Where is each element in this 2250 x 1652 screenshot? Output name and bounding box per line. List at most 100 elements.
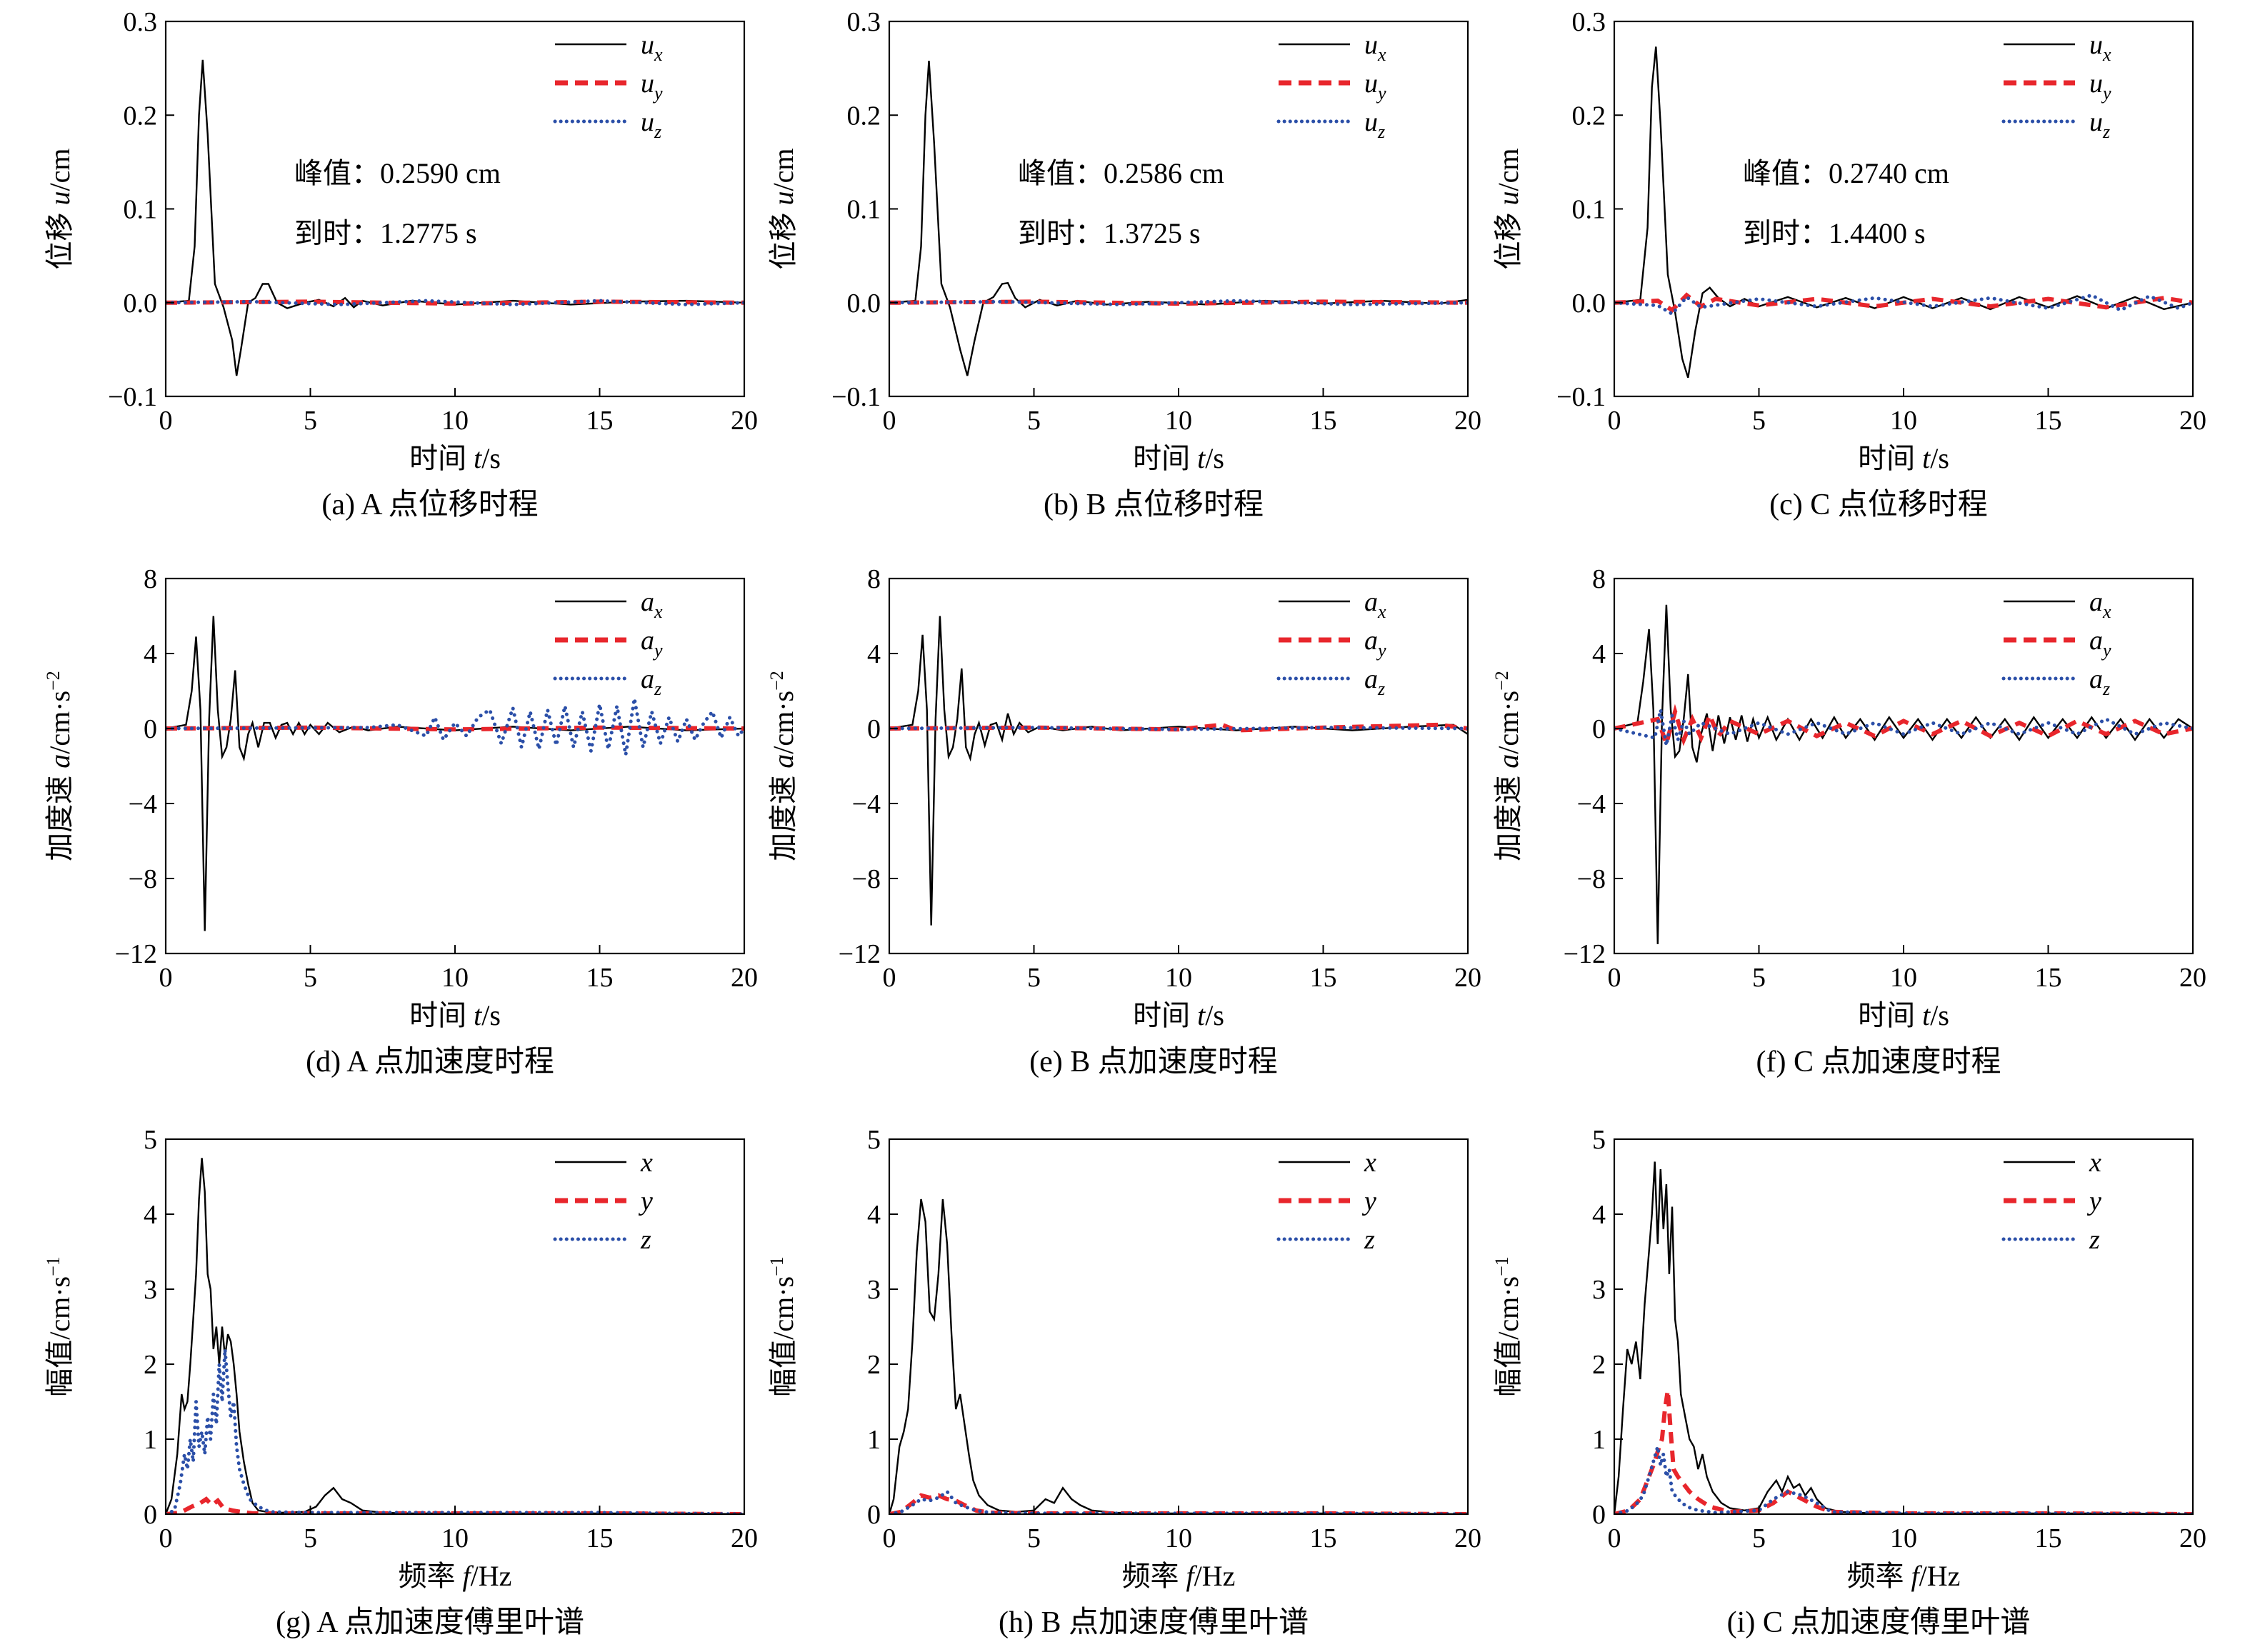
x-tick-label: 20: [2179, 1523, 2206, 1553]
chart-b: 0 5 10 15 20 −0.1 0.0 0.1 0.2 0.3 时间 t/s 位移 u/cm (b)…: [767, 7, 1481, 521]
y-tick-label: 0.0: [1572, 289, 1606, 319]
y-tick-label: 0: [144, 714, 157, 744]
x-axis-label: 频率 f/Hz: [399, 1560, 512, 1592]
y-tick-label: −0.1: [831, 382, 881, 412]
plot-frame: [164, 1138, 746, 1516]
chart-caption: (g) A 点加速度傅里叶谱: [276, 1606, 584, 1639]
legend-label-uy: uy: [641, 69, 663, 104]
y-tick-label: 2: [144, 1350, 157, 1380]
y-axis-label: 位移 u/cm: [1492, 149, 1524, 270]
series-line-ay: [166, 725, 744, 732]
legend-label-az: az: [2089, 664, 2110, 699]
legend-label-ay: ay: [2089, 626, 2111, 661]
x-tick-label: 5: [304, 1523, 317, 1553]
x-tick-label: 15: [1310, 963, 1337, 993]
legend-label-x: x: [640, 1148, 653, 1178]
arrival-annotation: 到时：1.3725 s: [1018, 217, 1201, 249]
y-tick-label: −8: [1577, 864, 1606, 894]
y-tick-label: 0.2: [847, 101, 881, 131]
legend-label-ux: ux: [641, 30, 663, 65]
legend-label-ax: ax: [641, 587, 663, 622]
x-tick-label: 15: [1310, 1523, 1337, 1553]
chart-caption: (e) B 点加速度时程: [1029, 1046, 1278, 1078]
series-line-uy: [889, 299, 1468, 306]
y-tick-label: 5: [867, 1125, 881, 1155]
y-axis-label: 幅值/cm·s−1: [1491, 1256, 1524, 1397]
x-tick-label: 5: [304, 406, 317, 436]
x-tick-label: 10: [441, 1523, 469, 1553]
x-tick-label: 0: [159, 1523, 173, 1553]
y-tick-label: 4: [1592, 639, 1606, 669]
series-line-uy: [166, 299, 744, 306]
series-line-z: [889, 1489, 1468, 1514]
legend-label-y: y: [1361, 1186, 1376, 1216]
chart-c: 0 5 10 15 20 −0.1 0.0 0.1 0.2 0.3 时间 t/s 位移 u/cm (c)…: [1492, 7, 2206, 521]
y-tick-label: 0.0: [124, 289, 158, 319]
x-tick-label: 20: [1454, 1523, 1481, 1553]
y-tick-label: 0: [1592, 1500, 1606, 1530]
x-tick-label: 5: [1752, 406, 1766, 436]
y-tick-label: 4: [867, 639, 881, 669]
chart-caption: (a) A 点位移时程: [321, 488, 538, 521]
series-line-ax: [166, 616, 744, 931]
series-line-uz: [889, 299, 1468, 306]
chart-i: 0 5 10 15 20 0 1 2 3 4 5 频率 f/Hz 幅值/cm·s−1 (i) C 点加速度…: [1491, 1125, 2206, 1639]
y-tick-label: −12: [839, 939, 881, 969]
arrival-annotation: 到时：1.2775 s: [294, 217, 477, 249]
chart-caption: (d) A 点加速度时程: [306, 1046, 554, 1078]
y-tick-label: 0.3: [1572, 7, 1606, 37]
y-tick-label: −12: [1564, 939, 1606, 969]
y-tick-label: 4: [144, 1200, 157, 1230]
y-tick-label: 0.3: [124, 7, 158, 37]
chart-caption: (f) C 点加速度时程: [1756, 1046, 2001, 1078]
series-line-az: [166, 698, 744, 756]
x-tick-label: 20: [1454, 406, 1481, 436]
legend-label-ay: ay: [1364, 626, 1386, 661]
legend-label-ux: ux: [2089, 30, 2111, 65]
y-tick-label: 0: [144, 1500, 157, 1530]
y-tick-label: 2: [867, 1350, 881, 1380]
series-line-y: [166, 1496, 744, 1514]
legend-label-y: y: [638, 1186, 653, 1216]
legend-label-uy: uy: [1364, 69, 1386, 104]
peak-annotation: 峰值：0.2586 cm: [1018, 157, 1224, 189]
y-tick-label: 3: [144, 1275, 157, 1305]
x-tick-label: 15: [1310, 406, 1337, 436]
y-axis-label: 位移 u/cm: [767, 149, 799, 270]
series-line-y: [1614, 1390, 2193, 1514]
plot-frame: [888, 1138, 1469, 1516]
x-tick-label: 10: [1165, 406, 1192, 436]
legend-label-z: z: [1364, 1225, 1375, 1255]
chart-d: 0 5 10 15 20 −12 −8 −4 0 4 8 时间 t/s 加度速 a/cm·s−2 (d) …: [43, 564, 758, 1078]
x-tick-label: 5: [1027, 963, 1041, 993]
x-axis-label: 时间 t/s: [409, 442, 501, 474]
x-tick-label: 10: [1165, 1523, 1192, 1553]
y-tick-label: 3: [1592, 1275, 1606, 1305]
x-tick-label: 0: [1608, 1523, 1621, 1553]
x-tick-label: 20: [731, 963, 758, 993]
series-line-ax: [889, 616, 1468, 926]
y-tick-label: 0: [1592, 714, 1606, 744]
peak-annotation: 峰值：0.2740 cm: [1743, 157, 1949, 189]
y-axis-label: 加度速 a/cm·s−2: [766, 671, 799, 861]
x-tick-label: 5: [1752, 963, 1766, 993]
legend-label-uz: uz: [2089, 107, 2110, 142]
y-tick-label: 0.0: [847, 289, 881, 319]
arrival-annotation: 到时：1.4400 s: [1743, 217, 1926, 249]
legend-label-ax: ax: [2089, 587, 2111, 622]
series-line-ax: [1614, 604, 2193, 944]
x-tick-label: 10: [1165, 963, 1192, 993]
series-line-uz: [1614, 293, 2193, 316]
x-tick-label: 10: [1890, 406, 1917, 436]
y-tick-label: −8: [852, 864, 881, 894]
y-tick-label: 0.1: [847, 195, 881, 225]
x-tick-label: 20: [731, 406, 758, 436]
y-axis-label: 加度速 a/cm·s−2: [1491, 671, 1524, 861]
y-tick-label: −8: [129, 864, 157, 894]
legend-label-ux: ux: [1364, 30, 1386, 65]
x-tick-label: 20: [731, 1523, 758, 1553]
x-tick-label: 20: [2179, 963, 2206, 993]
chart-h: 0 5 10 15 20 0 1 2 3 4 5 频率 f/Hz 幅值/cm·s−1 (h) B 点加速度…: [766, 1125, 1481, 1639]
x-tick-label: 15: [586, 963, 614, 993]
y-tick-label: 0.2: [1572, 101, 1606, 131]
